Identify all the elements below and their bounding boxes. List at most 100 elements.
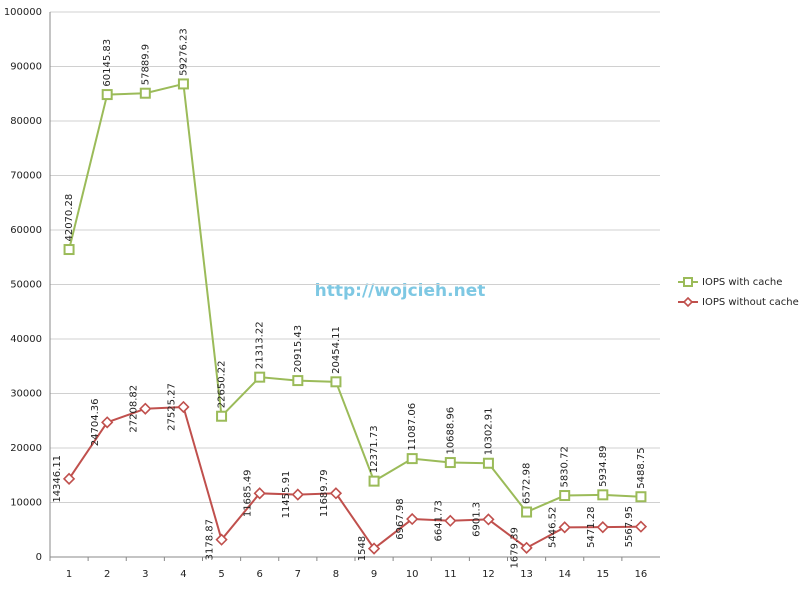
x-tick-label: 15 [596,569,609,580]
data-point [406,512,419,526]
y-tick-label: 30000 [10,389,42,400]
x-tick-label: 4 [180,569,186,580]
x-tick-label: 14 [558,569,571,580]
x-tick-label: 9 [371,569,377,580]
data-point [216,410,228,422]
data-label: 5488.75 [636,447,647,488]
y-tick-label: 40000 [10,334,42,345]
data-point [406,453,418,465]
data-label: 11689.79 [319,469,330,517]
data-point [482,457,494,469]
data-label: 11455.91 [281,471,292,519]
data-point [139,402,152,415]
data-point [329,487,343,500]
data-label: 60145.83 [102,39,113,87]
data-point [596,521,609,534]
data-point [253,487,266,500]
data-point [521,506,533,518]
data-point [139,87,151,99]
data-label: 5567.95 [624,506,635,547]
x-tick-label: 6 [257,569,263,580]
x-tick-label: 13 [520,569,533,580]
data-point [559,490,571,502]
x-tick-label: 12 [482,569,495,580]
y-tick-label: 90000 [10,62,42,73]
x-tick-label: 2 [104,569,110,580]
data-point [291,488,304,501]
x-tick-label: 16 [635,569,648,580]
data-point [177,400,190,414]
series-line [68,82,641,514]
data-point [254,371,266,383]
data-label: 59276.23 [178,28,189,76]
y-tick-label: 100000 [4,7,42,18]
data-label: 5934.89 [598,445,609,486]
watermark: http://wojcieh.net [315,281,486,301]
y-tick-label: 50000 [10,280,42,291]
data-point [444,457,456,469]
data-point [101,416,114,429]
data-point [635,491,647,503]
data-label: 3178.87 [205,519,216,560]
data-label: 22650.22 [217,361,228,409]
data-label: 27525.27 [166,383,177,431]
data-label: 6901.3 [471,502,482,537]
series-line [68,405,641,551]
data-label: 42070.28 [64,194,75,242]
data-label: 12371.73 [369,425,380,473]
data-label: 6572.98 [522,463,533,504]
data-point [101,89,113,101]
data-label: 27208.82 [128,385,139,433]
data-label: 5471.28 [586,507,597,548]
data-label: 1679.39 [510,527,521,568]
data-label: 20915.43 [293,325,304,373]
legend-marker [683,277,693,287]
data-point [597,489,609,501]
data-label: 11685.49 [243,469,254,517]
data-label: 57889.9 [140,44,151,85]
data-label: 6967.98 [395,498,406,539]
data-point [292,375,304,387]
data-label: 5830.72 [560,446,571,487]
x-tick-label: 11 [444,569,457,580]
data-point [444,514,457,527]
x-tick-label: 5 [218,569,224,580]
data-point [368,475,380,487]
data-point [520,541,533,554]
data-point [63,244,75,256]
data-label: 14346.11 [52,455,63,503]
data-label: 21313.22 [255,321,266,369]
legend-label: IOPS without cache [702,297,799,308]
data-label: 1548 [357,536,368,561]
data-point [558,521,571,534]
data-label: 20454.11 [331,326,342,374]
y-tick-label: 0 [36,552,42,563]
data-point [330,376,342,388]
y-tick-label: 10000 [10,498,42,509]
x-tick-label: 3 [142,569,148,580]
x-tick-label: 7 [295,569,301,580]
data-label: 6641.73 [433,500,444,541]
x-tick-label: 8 [333,569,339,580]
x-tick-label: 10 [406,569,419,580]
data-point [62,472,76,485]
y-tick-label: 60000 [10,225,42,236]
legend-label: IOPS with cache [702,277,782,288]
data-point [177,78,189,90]
data-label: 10302.91 [483,408,494,456]
y-tick-label: 70000 [10,171,42,182]
data-point [482,513,495,526]
y-tick-label: 20000 [10,443,42,454]
legend-marker [682,296,694,308]
data-label: 5446.52 [548,507,559,548]
data-point [634,520,648,533]
data-point [215,533,228,546]
data-label: 11087.06 [407,403,418,451]
data-label: 24704.36 [90,399,101,447]
data-point [367,542,381,555]
data-label: 10688.96 [445,407,456,455]
y-tick-label: 80000 [10,116,42,127]
